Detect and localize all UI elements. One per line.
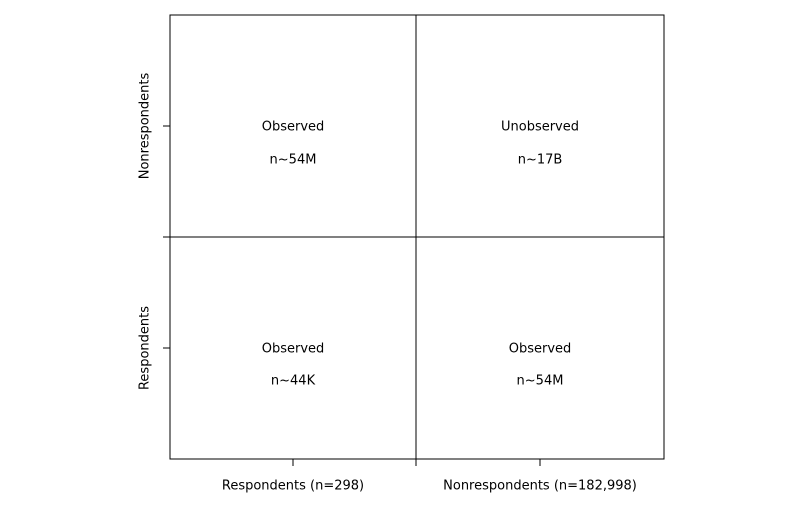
- y-label: Respondents: [138, 306, 153, 390]
- cell-count: n~17B: [518, 153, 563, 168]
- y-label: Nonrespondents: [138, 73, 153, 180]
- cell-count: n~54M: [517, 374, 564, 389]
- x-label: Nonrespondents (n=182,998): [443, 479, 637, 494]
- cell-status: Observed: [262, 342, 325, 357]
- cell-count: n~54M: [270, 153, 317, 168]
- cell-status: Unobserved: [501, 120, 579, 135]
- cell-status: Observed: [509, 342, 572, 357]
- cell-count: n~44K: [271, 374, 316, 389]
- x-label: Respondents (n=298): [222, 479, 364, 494]
- cell-status: Observed: [262, 120, 325, 135]
